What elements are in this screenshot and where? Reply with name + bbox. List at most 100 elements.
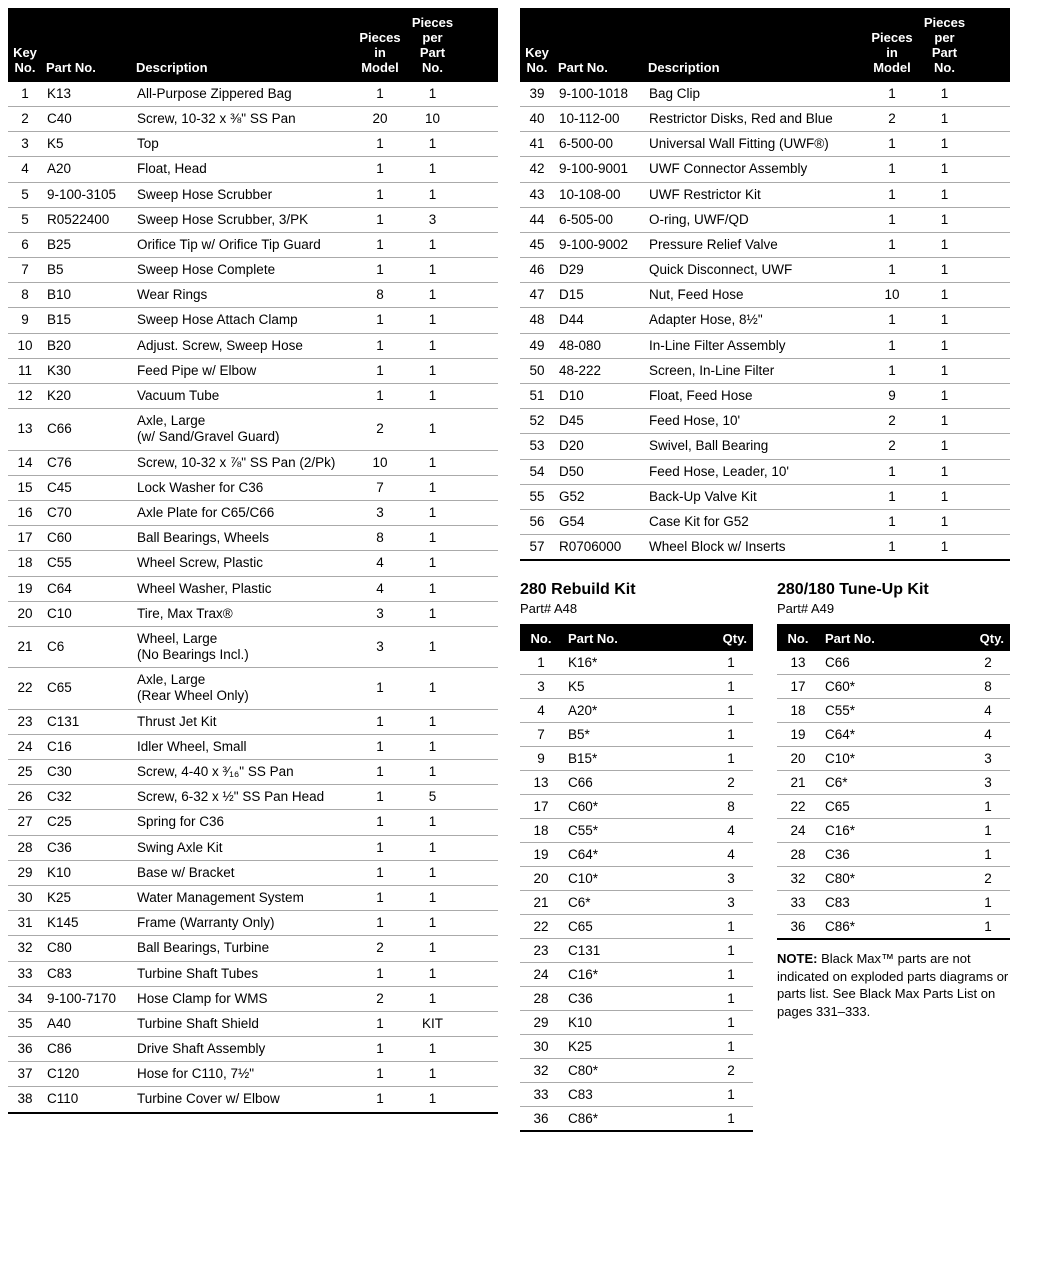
- table-row: 19C64*4: [520, 843, 753, 867]
- cell-pieces-per-partno: 1: [405, 450, 460, 475]
- cell-partno: G52: [554, 484, 644, 509]
- cell-no: 36: [777, 915, 819, 940]
- cell-partno: C120: [42, 1062, 132, 1087]
- table-row: 6B25Orifice Tip w/ Orifice Tip Guard11: [8, 232, 498, 257]
- table-row: 18C55*4: [520, 819, 753, 843]
- cell-no: 24: [777, 819, 819, 843]
- col-blank: [972, 9, 1010, 82]
- cell-pieces-in-model: 1: [355, 961, 405, 986]
- cell-key: 55: [520, 484, 554, 509]
- cell-partno: K20: [42, 384, 132, 409]
- cell-partno: 48-080: [554, 333, 644, 358]
- cell-pieces-in-model: 1: [355, 1011, 405, 1036]
- cell-qty: 1: [709, 1011, 753, 1035]
- cell-key: 8: [8, 283, 42, 308]
- cell-partno: C83: [562, 1083, 709, 1107]
- cell-no: 33: [777, 891, 819, 915]
- cell-blank: [972, 106, 1010, 131]
- table-row: 3K5Top11: [8, 132, 498, 157]
- cell-pieces-in-model: 2: [867, 434, 917, 459]
- cell-description: Turbine Cover w/ Elbow: [132, 1087, 355, 1113]
- table-row: 27C25Spring for C3611: [8, 810, 498, 835]
- cell-description: UWF Restrictor Kit: [644, 182, 867, 207]
- cell-pieces-per-partno: 1: [405, 835, 460, 860]
- cell-pieces-per-partno: 1: [405, 911, 460, 936]
- cell-qty: 2: [966, 651, 1010, 675]
- cell-key: 42: [520, 157, 554, 182]
- cell-pieces-per-partno: 1: [405, 576, 460, 601]
- cell-pieces-in-model: 1: [867, 333, 917, 358]
- cell-partno: D50: [554, 459, 644, 484]
- kit-title: 280/180 Tune-Up Kit: [777, 581, 1010, 599]
- cell-partno: C65: [562, 915, 709, 939]
- cell-no: 22: [520, 915, 562, 939]
- table-row: 29K101: [520, 1011, 753, 1035]
- cell-pieces-in-model: 2: [867, 409, 917, 434]
- cell-pieces-in-model: 1: [355, 384, 405, 409]
- cell-description: Float, Feed Hose: [644, 384, 867, 409]
- cell-pieces-per-partno: 5: [405, 785, 460, 810]
- table-row: 32C80*2: [777, 867, 1010, 891]
- cell-blank: [460, 475, 498, 500]
- cell-pieces-per-partno: 1: [405, 860, 460, 885]
- cell-blank: [972, 82, 1010, 107]
- kit-table: No. Part No. Qty. 13C66217C60*818C55*419…: [777, 624, 1010, 940]
- table-row: 16C70Axle Plate for C65/C6631: [8, 500, 498, 525]
- cell-blank: [460, 835, 498, 860]
- cell-description: Ball Bearings, Turbine: [132, 936, 355, 961]
- cell-blank: [460, 157, 498, 182]
- cell-no: 24: [520, 963, 562, 987]
- table-row: 17C60*8: [520, 795, 753, 819]
- cell-qty: 1: [709, 939, 753, 963]
- cell-key: 11: [8, 358, 42, 383]
- cell-pieces-in-model: 1: [355, 760, 405, 785]
- cell-pieces-per-partno: 1: [405, 885, 460, 910]
- table-row: 21C6*3: [520, 891, 753, 915]
- col-pieces-per-partno: Pieces per Part No.: [917, 9, 972, 82]
- cell-partno: C70: [42, 500, 132, 525]
- cell-qty: 1: [966, 795, 1010, 819]
- cell-description: Wheel, Large (No Bearings Incl.): [132, 626, 355, 667]
- cell-pieces-per-partno: 1: [405, 734, 460, 759]
- cell-pieces-per-partno: 1: [405, 384, 460, 409]
- cell-no: 17: [520, 795, 562, 819]
- cell-partno: C55: [42, 551, 132, 576]
- cell-no: 1: [520, 651, 562, 675]
- cell-partno: C86*: [819, 915, 966, 940]
- table-row: 31K145Frame (Warranty Only)11: [8, 911, 498, 936]
- cell-key: 50: [520, 358, 554, 383]
- cell-partno: B5: [42, 258, 132, 283]
- cell-blank: [460, 358, 498, 383]
- cell-description: Case Kit for G52: [644, 509, 867, 534]
- cell-partno: K5: [562, 675, 709, 699]
- cell-pieces-per-partno: 1: [917, 384, 972, 409]
- cell-key: 16: [8, 500, 42, 525]
- cell-key: 39: [520, 82, 554, 107]
- col-partno: Part No.: [42, 9, 132, 82]
- cell-partno: 48-222: [554, 358, 644, 383]
- cell-description: Feed Hose, Leader, 10': [644, 459, 867, 484]
- col-description: Description: [132, 9, 355, 82]
- cell-key: 12: [8, 384, 42, 409]
- cell-blank: [972, 409, 1010, 434]
- table-row: 4310-108-00UWF Restrictor Kit11: [520, 182, 1010, 207]
- table-row: 35A40Turbine Shaft Shield1KIT: [8, 1011, 498, 1036]
- cell-key: 53: [520, 434, 554, 459]
- cell-blank: [460, 308, 498, 333]
- cell-blank: [460, 709, 498, 734]
- table-row: 32C80Ball Bearings, Turbine21: [8, 936, 498, 961]
- cell-no: 23: [520, 939, 562, 963]
- cell-description: Adapter Hose, 8½": [644, 308, 867, 333]
- cell-description: Sweep Hose Attach Clamp: [132, 308, 355, 333]
- cell-partno: C25: [42, 810, 132, 835]
- cell-partno: C60*: [819, 675, 966, 699]
- cell-partno: C6*: [819, 771, 966, 795]
- cell-qty: 1: [709, 675, 753, 699]
- table-row: 1K16*1: [520, 651, 753, 675]
- kit-col-partno: Part No.: [819, 625, 966, 651]
- table-row: 22C651: [520, 915, 753, 939]
- table-row: 38C110Turbine Cover w/ Elbow11: [8, 1087, 498, 1113]
- table-row: 20C10*3: [520, 867, 753, 891]
- cell-partno: C64*: [819, 723, 966, 747]
- cell-key: 36: [8, 1037, 42, 1062]
